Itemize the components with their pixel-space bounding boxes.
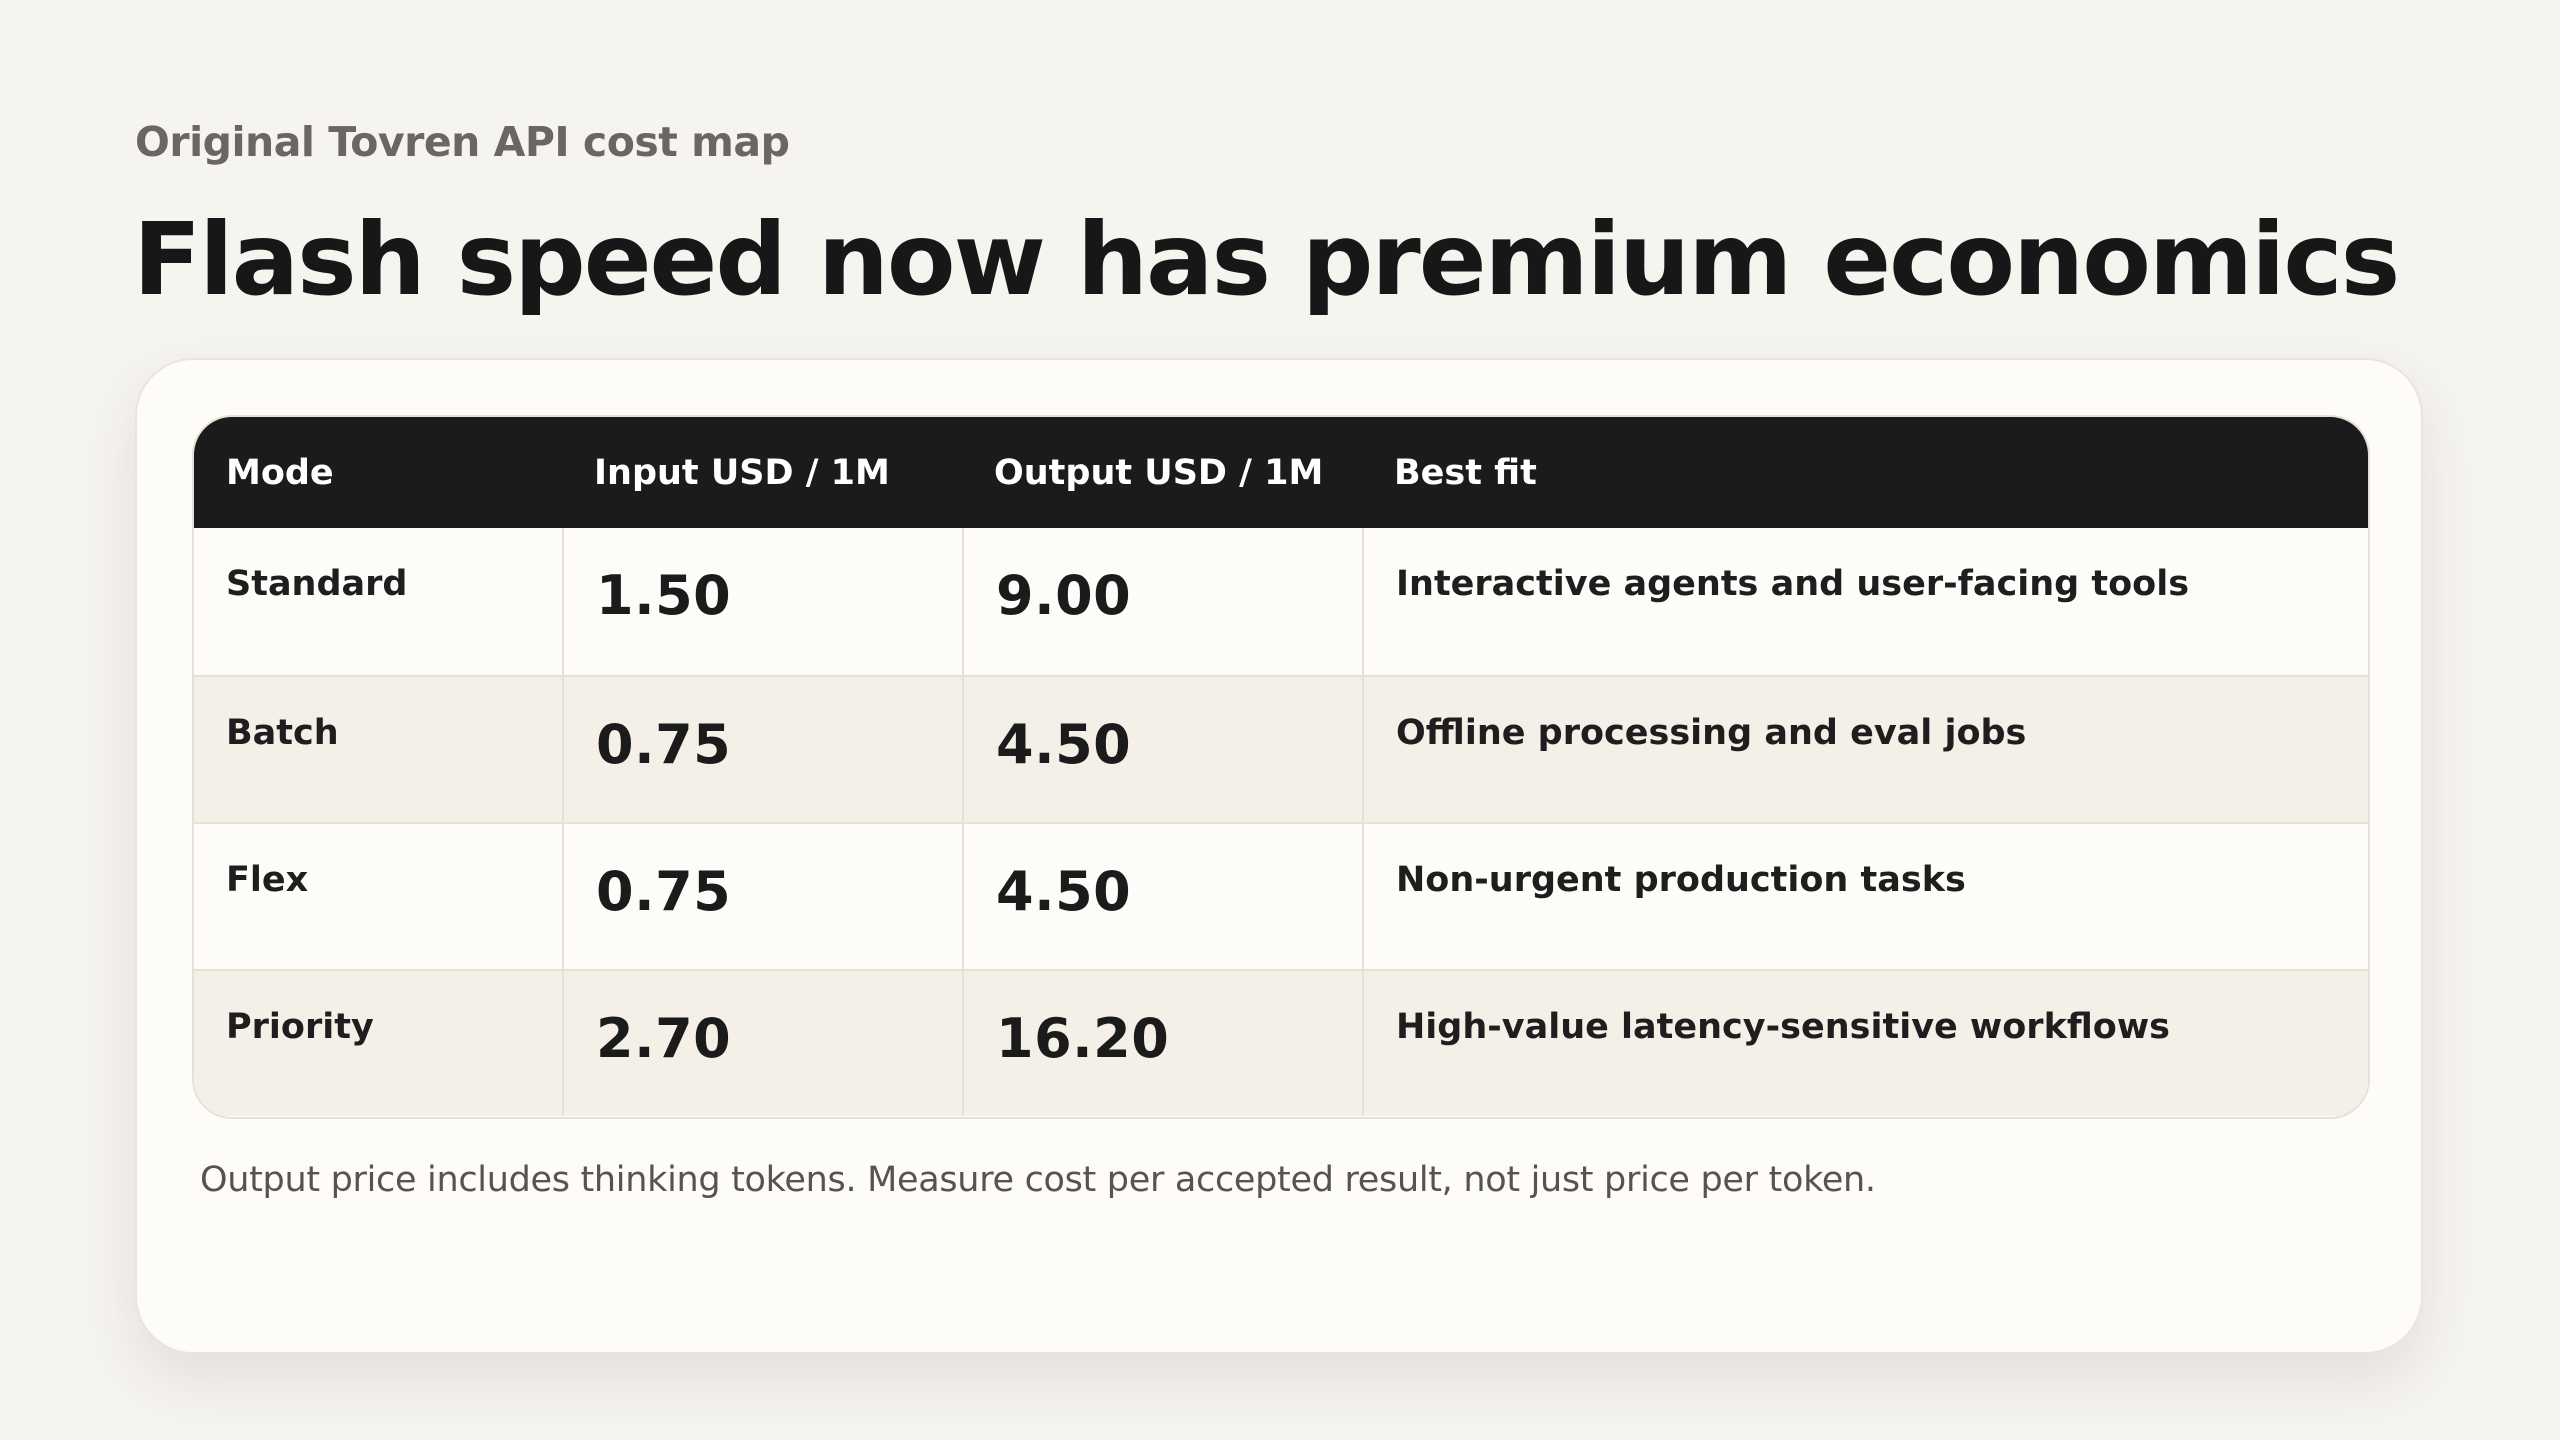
best-fit-cell: Offline processing and eval jobs <box>1362 677 2368 822</box>
page-title: Flash speed now has premium economics <box>133 201 2400 318</box>
header-input-price: Input USD / 1M <box>594 452 890 493</box>
input-price-cell: 0.75 <box>562 677 962 822</box>
output-price-cell: 9.00 <box>962 528 1362 675</box>
mode-cell: Standard <box>226 564 408 604</box>
mode-cell: Batch <box>226 713 339 753</box>
pricing-card: Mode Input USD / 1M Output USD / 1M Best… <box>135 358 2423 1354</box>
table-row: Flex 0.75 4.50 Non-urgent production tas… <box>194 822 2368 969</box>
input-price-cell: 1.50 <box>562 528 962 675</box>
input-price-cell: 0.75 <box>562 824 962 969</box>
header-output-price: Output USD / 1M <box>994 452 1324 493</box>
table-row: Batch 0.75 4.50 Offline processing and e… <box>194 675 2368 822</box>
footnote: Output price includes thinking tokens. M… <box>200 1160 1876 1200</box>
mode-cell: Priority <box>226 1007 374 1047</box>
pricing-table: Mode Input USD / 1M Output USD / 1M Best… <box>192 415 2370 1119</box>
best-fit-cell: High-value latency-sensitive workflows <box>1362 971 2368 1116</box>
input-price-cell: 2.70 <box>562 971 962 1116</box>
table-row: Priority 2.70 16.20 High-value latency-s… <box>194 969 2368 1116</box>
best-fit-cell: Non-urgent production tasks <box>1362 824 2368 969</box>
eyebrow-label: Original Tovren API cost map <box>135 118 790 166</box>
best-fit-cell: Interactive agents and user-facing tools <box>1362 528 2368 675</box>
output-price-cell: 4.50 <box>962 824 1362 969</box>
header-mode: Mode <box>226 452 334 493</box>
mode-cell: Flex <box>226 860 309 900</box>
table-header: Mode Input USD / 1M Output USD / 1M Best… <box>194 417 2368 528</box>
table-row: Standard 1.50 9.00 Interactive agents an… <box>194 528 2368 675</box>
header-best-fit: Best fit <box>1394 452 1537 493</box>
output-price-cell: 4.50 <box>962 677 1362 822</box>
output-price-cell: 16.20 <box>962 971 1362 1116</box>
